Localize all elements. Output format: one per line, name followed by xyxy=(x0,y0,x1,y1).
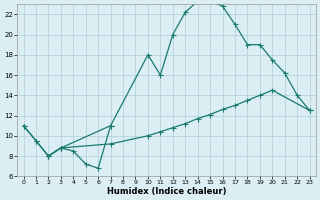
X-axis label: Humidex (Indice chaleur): Humidex (Indice chaleur) xyxy=(107,187,226,196)
